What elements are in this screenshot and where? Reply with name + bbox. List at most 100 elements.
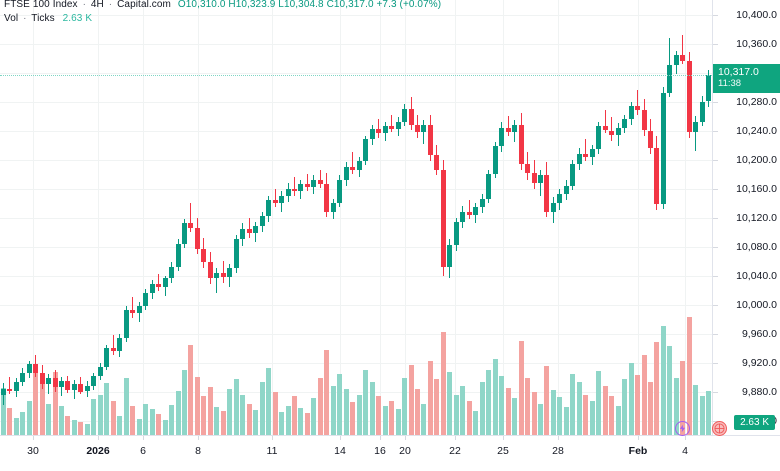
volume-bar: [85, 423, 90, 435]
candlestick: [667, 0, 672, 435]
candle-body: [33, 363, 38, 373]
candlestick: [14, 0, 19, 435]
time-axis-label: 30: [27, 445, 39, 457]
candlestick: [486, 0, 491, 435]
candle-body: [350, 166, 355, 170]
candle-body: [65, 381, 70, 391]
candle-wick: [223, 261, 224, 283]
volume-bar: [370, 382, 375, 435]
candle-body: [460, 211, 465, 222]
candle-body: [564, 185, 569, 195]
candle-body: [680, 55, 685, 61]
volume-bar: [337, 373, 342, 435]
lightning-bolt-icon[interactable]: [675, 421, 690, 436]
candle-body: [551, 203, 556, 212]
time-axis-tick: [98, 436, 99, 440]
candle-body: [53, 378, 58, 388]
candle-wick: [158, 274, 159, 292]
price-axis-label: 10,400.0: [736, 9, 777, 21]
volume-bar: [59, 406, 64, 435]
candle-body: [260, 216, 265, 227]
price-axis-tick: [713, 218, 718, 219]
data-source-label[interactable]: Capital.com: [117, 0, 171, 10]
grid-line-horizontal: [0, 421, 712, 422]
candlestick: [577, 0, 582, 435]
candle-body: [654, 147, 659, 205]
candle-body: [40, 372, 45, 385]
volume-bar: [234, 379, 239, 435]
candle-wick: [508, 116, 509, 137]
volume-bar: [454, 394, 459, 435]
volume-bar: [311, 398, 316, 435]
candle-body: [214, 272, 219, 279]
candle-body: [396, 121, 401, 130]
candlestick: [150, 0, 155, 435]
candle-body: [357, 160, 362, 170]
volume-bar: [538, 403, 543, 435]
grid-line-vertical: [340, 0, 341, 435]
candlestick: [538, 0, 543, 435]
legend-volume-row[interactable]: Vol · Ticks 2.63 K: [4, 12, 441, 25]
candle-body: [447, 245, 452, 267]
candlestick: [40, 0, 45, 435]
candlestick: [273, 0, 278, 435]
volume-bar: [331, 385, 336, 435]
volume-bar: [473, 410, 478, 435]
volume-bar: [635, 374, 640, 435]
time-axis-tick: [638, 436, 639, 440]
volume-indicator-name[interactable]: Vol: [4, 13, 19, 24]
candlestick: [454, 0, 459, 435]
candle-body: [227, 268, 232, 277]
candlestick: [279, 0, 284, 435]
volume-bar: [273, 391, 278, 435]
candle-body: [538, 175, 543, 183]
volume-bar: [486, 369, 491, 435]
legend-symbol-row[interactable]: FTSE 100 Index · 4H · Capital.com O10,31…: [4, 0, 441, 11]
grid-line-vertical: [558, 0, 559, 435]
candlestick: [680, 0, 685, 435]
candle-body: [389, 126, 394, 130]
globe-grid-icon[interactable]: [712, 421, 727, 436]
time-axis-label: 28: [552, 445, 564, 457]
candle-wick: [48, 374, 49, 395]
price-axis[interactable]: 10,317.0 11:38 2.63 K 10,400.0 10,360.0 10…: [712, 0, 780, 435]
candle-body: [111, 348, 116, 351]
symbol-name[interactable]: FTSE 100 Index: [4, 0, 78, 10]
volume-bar: [130, 406, 135, 435]
volume-bar: [544, 365, 549, 435]
candle-body: [693, 121, 698, 132]
candlestick: [460, 0, 465, 435]
candle-body: [117, 337, 122, 351]
volume-bar: [169, 405, 174, 435]
candle-body: [266, 200, 271, 217]
time-axis-tick: [198, 436, 199, 440]
volume-bar: [441, 331, 446, 435]
candlestick: [596, 0, 601, 435]
volume-bar: [14, 417, 19, 435]
candlestick: [693, 0, 698, 435]
price-axis-label: 10,240.0: [736, 125, 777, 137]
candlestick: [583, 0, 588, 435]
interval-label[interactable]: 4H: [90, 0, 104, 10]
candlestick: [188, 0, 193, 435]
candle-body: [402, 108, 407, 122]
candlestick: [78, 0, 83, 435]
time-axis[interactable]: 30 2026 6 8 11 14 16 20 22 25 28 Feb 4: [0, 435, 780, 471]
volume-bar: [480, 382, 485, 435]
candlestick: [156, 0, 161, 435]
chart-plot-area[interactable]: [0, 0, 712, 435]
grid-line-horizontal: [0, 392, 712, 393]
volume-bar: [266, 367, 271, 435]
volume-bar: [667, 346, 672, 435]
candlestick: [706, 0, 711, 435]
volume-bar: [409, 365, 414, 435]
candle-body: [642, 110, 647, 131]
volume-bar: [33, 367, 38, 435]
candle-body: [195, 227, 200, 250]
volume-bar: [253, 409, 258, 435]
volume-bar: [7, 408, 12, 435]
volume-bar: [525, 377, 530, 435]
candlestick: [493, 0, 498, 435]
candle-body: [7, 388, 12, 392]
volume-bar: [415, 389, 420, 435]
